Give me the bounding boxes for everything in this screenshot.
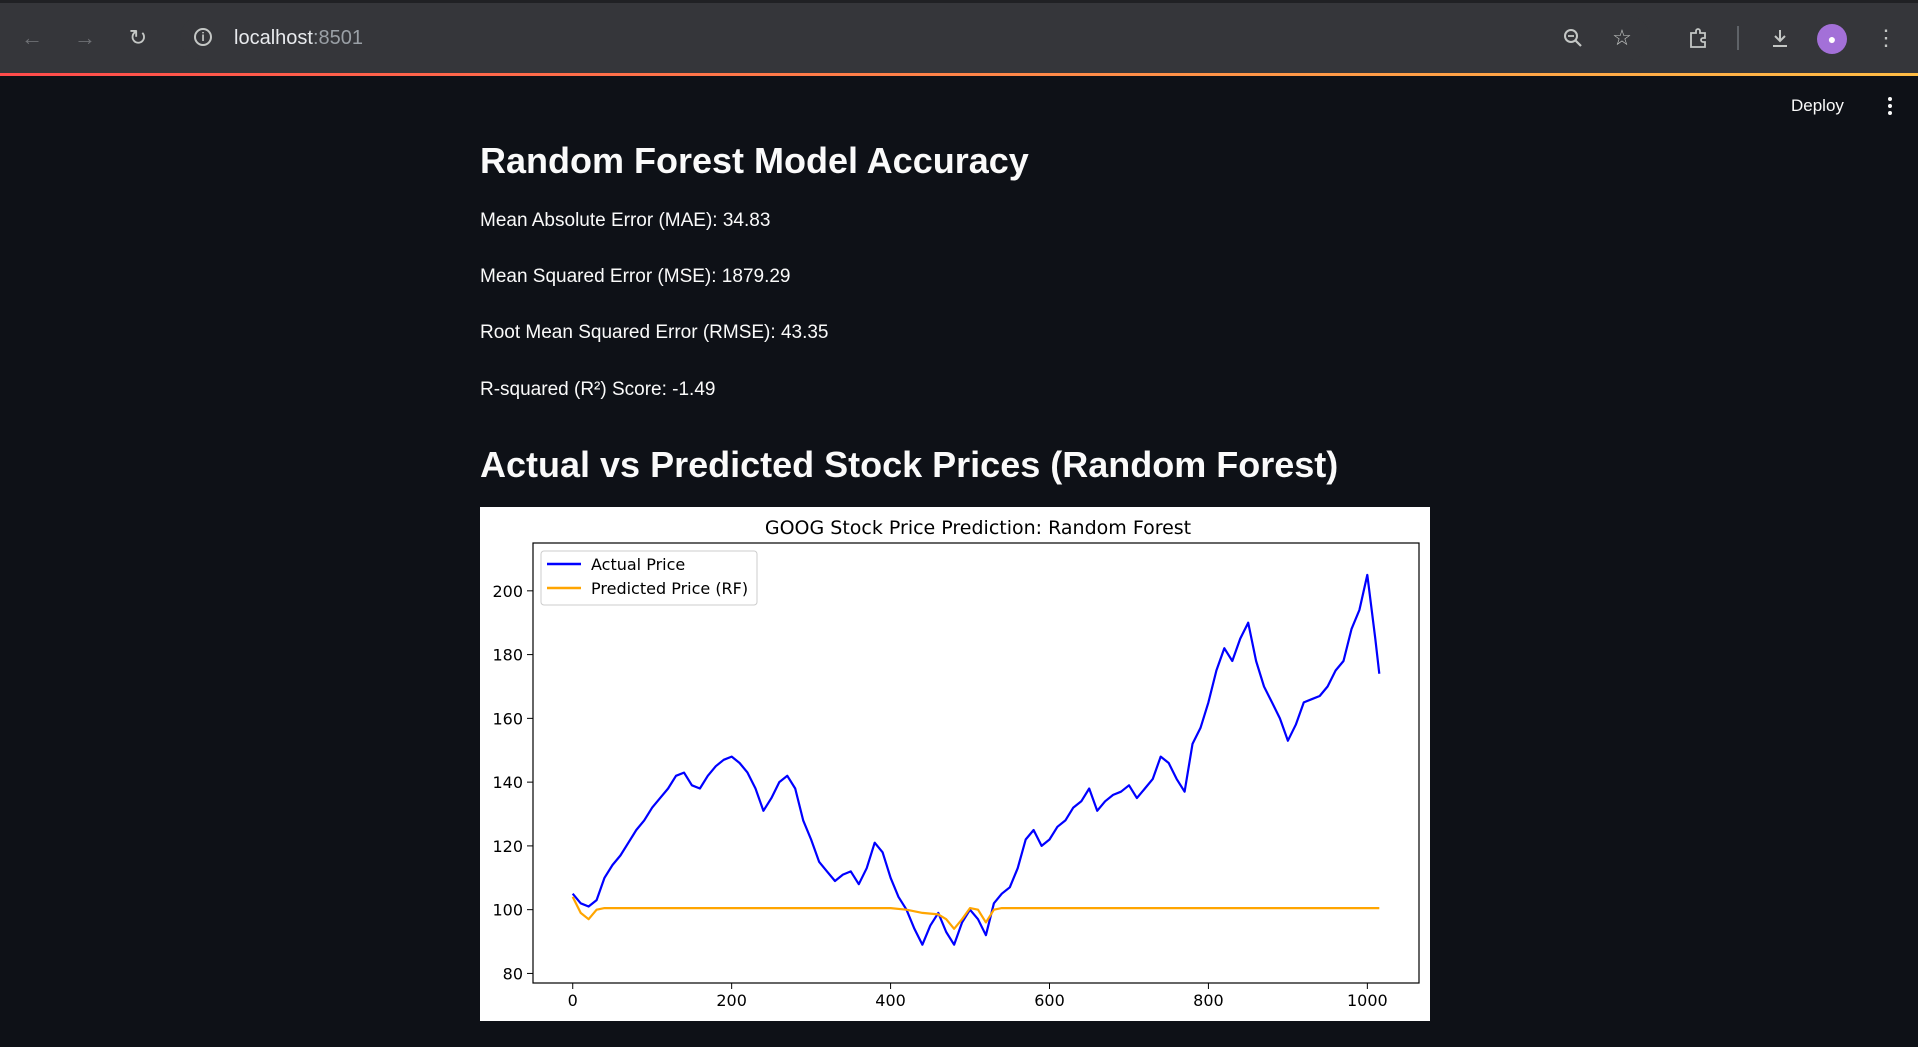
toolbar-separator [1737,26,1739,50]
legend-label-predicted: Predicted Price (RF) [591,579,748,598]
series-line-1 [571,896,1380,930]
browser-toolbar: ← → ↻ i localhost:8501 ☆ ● ⋮ [0,0,1918,74]
y-tick-label-5: 180 [492,646,523,665]
forward-arrow-icon[interactable]: → [74,25,96,50]
y-tick-label-6: 200 [492,582,523,601]
star-icon[interactable]: ☆ [1612,25,1632,50]
info-icon[interactable]: i [194,28,212,46]
y-tick-label-2: 120 [492,837,523,856]
metric-mae: Mean Absolute Error (MAE): 34.83 [480,210,771,231]
url-text[interactable]: localhost:8501 [234,27,363,50]
x-tick-label-4: 800 [1193,991,1224,1010]
address-bar[interactable]: i localhost:8501 [180,16,1650,60]
y-tick-label-3: 140 [492,773,523,792]
page-title: Random Forest Model Accuracy [480,140,1029,181]
url-port: :8501 [312,27,363,49]
metric-r2: R-squared (R²) Score: -1.49 [480,379,716,400]
y-tick-label-1: 100 [492,901,523,920]
main-menu-icon[interactable] [1880,94,1900,118]
download-icon[interactable] [1764,22,1796,54]
streamlit-decoration [0,73,1918,76]
chart-legend: Actual Price Predicted Price (RF) [540,550,758,606]
zoom-icon[interactable] [1557,22,1589,54]
chrome-menu-icon[interactable]: ⋮ [1875,25,1897,50]
x-tick-label-0: 0 [568,991,578,1010]
plot-frame [532,542,1420,984]
x-tick-label-1: 200 [716,991,747,1010]
legend-box [540,550,758,606]
legend-label-actual: Actual Price [591,555,685,574]
extensions-icon[interactable] [1682,22,1714,54]
tabstrip-edge [0,0,1918,3]
y-tick-label-0: 80 [503,964,523,983]
series-line-0 [571,573,1381,946]
reload-icon[interactable]: ↻ [128,25,148,50]
x-tick-label-3: 600 [1034,991,1065,1010]
x-tick-label-5: 1000 [1347,991,1388,1010]
x-tick-label-2: 400 [875,991,906,1010]
avatar[interactable]: ● [1817,24,1847,54]
metric-rmse: Root Mean Squared Error (RMSE): 43.35 [480,322,829,343]
metric-mse: Mean Squared Error (MSE): 1879.29 [480,266,791,287]
y-tick-label-4: 160 [492,709,523,728]
chart-heading: Actual vs Predicted Stock Prices (Random… [480,444,1339,485]
back-arrow-icon[interactable]: ← [21,25,43,50]
main-content: Random Forest Model Accuracy Mean Absolu… [480,130,1430,485]
deploy-button[interactable]: Deploy [1791,96,1844,115]
chart-title: GOOG Stock Price Prediction: Random Fore… [765,517,1191,539]
chart-svg: GOOG Stock Price Prediction: Random Fore… [492,517,1420,1010]
url-host: localhost [234,27,313,49]
chart-image: GOOG Stock Price Prediction: Random Fore… [480,507,1430,1021]
